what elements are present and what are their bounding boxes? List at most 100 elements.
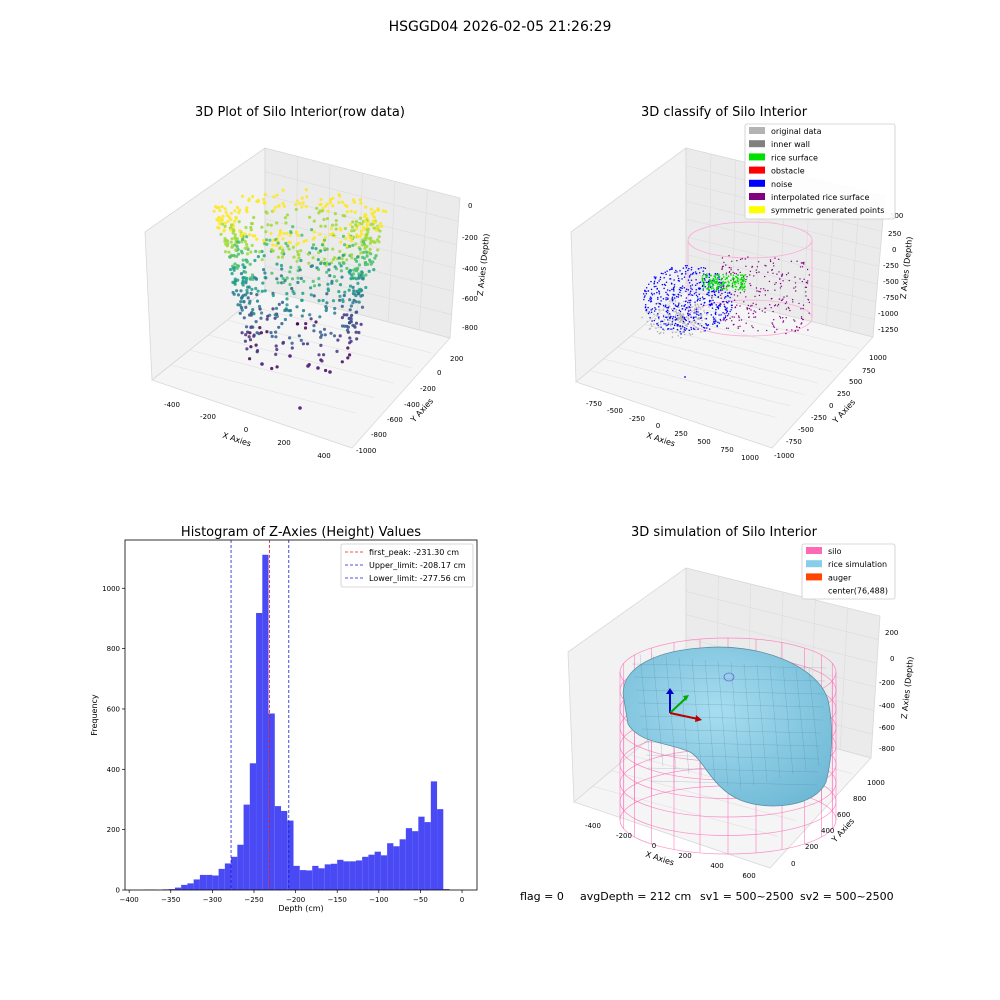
classify-point	[733, 272, 736, 274]
classify-point	[722, 265, 724, 267]
classify-xtick: -250	[629, 415, 645, 423]
raw-point	[229, 223, 234, 227]
histogram-bar	[405, 828, 413, 890]
raw-point	[243, 239, 247, 244]
classify-point	[695, 279, 697, 281]
raw-point	[348, 336, 352, 340]
raw-point	[245, 245, 249, 249]
raw-point	[273, 316, 277, 320]
raw-point	[223, 221, 227, 225]
raw-point	[229, 254, 233, 258]
classify-point	[657, 298, 659, 300]
raw-point	[285, 303, 289, 307]
classify-point	[798, 302, 800, 305]
raw-point	[223, 237, 227, 241]
classify-point	[735, 275, 737, 278]
classify-point	[721, 283, 723, 285]
histogram-bar	[181, 884, 188, 890]
classify-ytick: 250	[837, 390, 850, 398]
classify-point	[676, 312, 678, 315]
classify-point	[707, 291, 710, 294]
classify-point	[734, 290, 736, 293]
classify-point	[739, 279, 741, 281]
classify-point	[734, 285, 736, 288]
raw-point	[243, 339, 247, 343]
raw-point	[255, 299, 260, 303]
classify-point	[685, 327, 688, 330]
classify-legend-frame	[744, 123, 896, 220]
classify-point	[803, 278, 805, 280]
classify-point	[698, 324, 701, 327]
classify-point	[667, 319, 669, 321]
histogram-bar	[337, 859, 344, 890]
classify-point	[723, 303, 725, 305]
classify-point	[715, 308, 717, 311]
raw-point	[281, 188, 285, 192]
classify-point	[786, 295, 788, 297]
raw-point	[360, 232, 364, 236]
center-x-arrow	[669, 712, 699, 720]
legend-swatch	[806, 573, 822, 581]
raw-point	[331, 232, 335, 236]
classify-point	[725, 287, 728, 289]
classify-point	[729, 317, 731, 319]
raw-point	[316, 267, 321, 272]
raw-point	[256, 289, 260, 293]
classify-point	[656, 315, 658, 317]
classify-point	[719, 285, 721, 287]
classify-point	[746, 307, 748, 309]
classify-point	[689, 334, 692, 336]
classify-point	[656, 322, 658, 325]
classify-point	[725, 312, 728, 314]
classify-point	[697, 314, 700, 316]
raw-point	[298, 268, 302, 272]
histogram-bar	[218, 868, 225, 890]
classify-point	[739, 292, 742, 294]
rice-mesh-line	[743, 663, 755, 787]
raw-point	[372, 215, 376, 220]
classify-point	[800, 262, 803, 264]
raw-point	[348, 341, 352, 345]
classify-point	[697, 328, 699, 330]
classify-point	[724, 306, 726, 308]
classify-point	[725, 300, 728, 303]
classify-point	[665, 310, 668, 313]
raw-xtick: -200	[200, 413, 216, 421]
raw-point	[343, 203, 347, 207]
legend-label: original data	[771, 127, 822, 136]
raw-point	[275, 193, 279, 197]
classify-point	[667, 323, 670, 326]
classify-point	[672, 293, 674, 296]
classify-point	[693, 328, 695, 331]
classify-ytick: 0	[829, 402, 833, 410]
classify-point	[691, 288, 693, 291]
raw-ztick: -800	[462, 324, 478, 332]
raw-xtick: 0	[244, 426, 248, 434]
classify-point	[728, 255, 730, 257]
raw-point	[364, 250, 369, 254]
raw-point	[350, 225, 354, 229]
raw-point	[338, 294, 342, 298]
raw-point	[244, 225, 248, 230]
classify-point	[712, 299, 714, 302]
raw-point	[256, 255, 260, 259]
legend-label: inner wall	[771, 140, 810, 149]
classify-point	[736, 260, 738, 262]
simulation-ytick: 200	[805, 843, 818, 851]
classify-point	[741, 286, 744, 288]
raw-point	[331, 299, 336, 303]
classify-point	[670, 268, 672, 270]
classify-xtick: -750	[586, 400, 602, 408]
classify-point	[693, 310, 696, 312]
raw-point	[264, 230, 268, 234]
rice-mesh-line	[704, 659, 716, 783]
rice-mesh-line	[756, 664, 768, 783]
raw-point	[223, 250, 228, 254]
classify-point	[705, 322, 707, 325]
rice-mesh-line	[641, 728, 822, 734]
raw-point	[340, 316, 344, 320]
classify-point	[654, 318, 657, 320]
histogram-bar	[193, 879, 200, 890]
raw-point	[249, 250, 253, 254]
classify-point	[705, 324, 708, 326]
